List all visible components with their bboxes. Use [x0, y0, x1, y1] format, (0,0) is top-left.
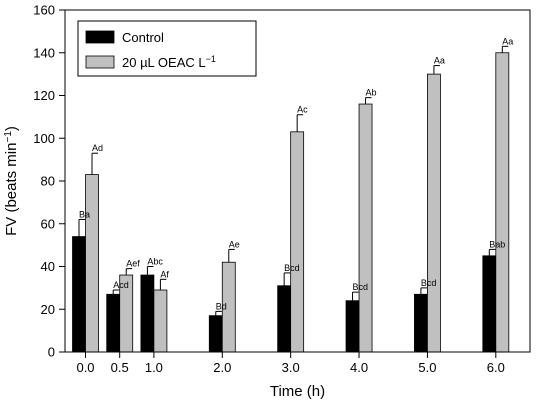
legend-swatch-oeac: [85, 55, 115, 69]
bar-letter-label: Aa: [434, 56, 445, 66]
bar-letter-label: Ad: [92, 143, 103, 153]
y-axis-title-main: FV (beats min: [3, 143, 20, 236]
y-axis-title: FV (beats min−1): [3, 126, 21, 236]
bar-letter-label: Aa: [502, 36, 513, 46]
bar-letter-label: Acd: [113, 280, 129, 290]
bar-control-0.0: [72, 236, 86, 353]
x-axis-title: Time (h): [270, 383, 325, 400]
bar-letter-label: Aef: [126, 259, 140, 269]
y-tick-label: 80: [41, 174, 55, 189]
bar-control-5.0: [414, 293, 428, 353]
y-tick-label: 160: [33, 3, 55, 18]
legend-label-control: Control: [122, 30, 164, 45]
y-tick-label: 40: [41, 259, 55, 274]
bar-letter-label: Bcd: [353, 282, 369, 292]
bar-letter-label: Af: [160, 269, 169, 279]
legend-label-oeac-sup: −1: [206, 54, 216, 64]
bar-letter-label: Bcd: [421, 278, 437, 288]
bar-letter-label: Bd: [216, 301, 227, 311]
legend-swatch-control: [85, 30, 115, 44]
y-tick-label: 140: [33, 45, 55, 60]
bar-letter-label: Ae: [229, 239, 240, 249]
y-axis-title-suffix: ): [3, 126, 20, 131]
bar-letter-label: Ab: [366, 88, 377, 98]
x-tick-label: 5.0: [418, 360, 436, 375]
bar-control-6.0: [482, 255, 497, 353]
error-bars-layer: [78, 45, 509, 316]
y-axis: 0 20 40 60 80 100 120 140 160: [33, 3, 65, 360]
bars-layer: [72, 52, 510, 353]
bar-control-1.0: [140, 274, 155, 353]
x-tick-label: 1.0: [145, 360, 163, 375]
x-tick-label: 0.5: [111, 360, 129, 375]
bar-oeac-1.0: [153, 289, 168, 353]
bar-letter-label: Ba: [79, 209, 90, 219]
bar-labels-layer: Ba Acd Abc Bd Bcd Bcd Bcd Bab Ad Aef Af Ae Ac Ab Aa Aa: [79, 36, 513, 311]
bar-letter-label: Bcd: [284, 263, 300, 273]
y-tick-label: 20: [41, 302, 55, 317]
bar-oeac-3.0: [290, 131, 305, 353]
bar-control-3.0: [277, 285, 292, 353]
y-tick-label: 60: [41, 216, 55, 231]
bar-letter-label: Abc: [147, 257, 163, 267]
x-tick-label: 6.0: [487, 360, 505, 375]
bar-control-4.0: [345, 300, 360, 353]
y-axis-title-sup: −1: [3, 131, 14, 143]
bar-oeac-4.0: [358, 103, 373, 353]
bar-control-2.0: [208, 315, 223, 353]
x-tick-label: 2.0: [213, 360, 231, 375]
x-tick-label: 4.0: [350, 360, 368, 375]
bar-letter-label: Bab: [489, 239, 505, 249]
y-tick-label: 100: [33, 131, 55, 146]
y-tick-label: 120: [33, 88, 55, 103]
bar-control-0.5: [106, 293, 121, 353]
bar-oeac-0.0: [85, 174, 99, 353]
bar-oeac-6.0: [495, 52, 510, 353]
y-tick-label: 0: [48, 345, 55, 360]
x-tick-label: 0.0: [76, 360, 94, 375]
legend-label-oeac: 20 µL OEAC L−1: [122, 54, 216, 70]
bar-oeac-5.0: [427, 73, 441, 353]
x-tick-label: 3.0: [282, 360, 300, 375]
legend-label-oeac-main: 20 µL OEAC L: [122, 55, 206, 70]
x-axis: 0.0 0.5 1.0 2.0 3.0 4.0 5.0 6.0: [76, 352, 505, 375]
legend: Control 20 µL OEAC L−1: [77, 20, 257, 77]
bar-letter-label: Ac: [297, 105, 308, 115]
